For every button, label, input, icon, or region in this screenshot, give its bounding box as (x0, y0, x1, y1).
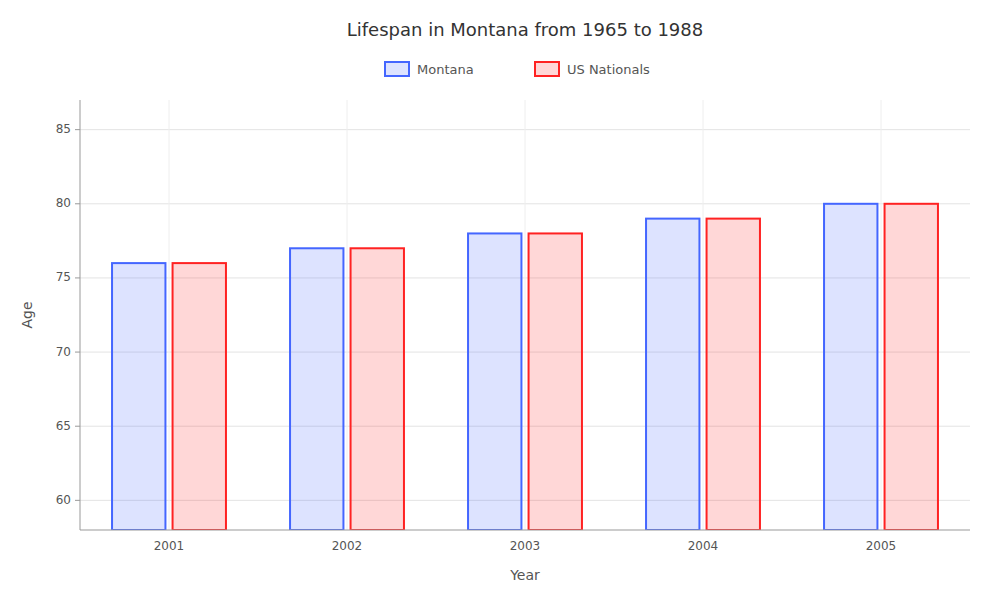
y-tick (75, 129, 80, 130)
legend: Montana US Nationals (385, 62, 650, 77)
bar (468, 233, 521, 530)
y-tick-label: 65 (56, 419, 71, 433)
x-tick-label: 2001 (154, 539, 185, 553)
grid-line-vertical (703, 100, 704, 530)
y-tick-label: 60 (56, 493, 71, 507)
y-tick (75, 500, 80, 501)
y-tick-label: 80 (56, 196, 71, 210)
y-tick-label: 75 (56, 270, 71, 284)
bar (885, 204, 938, 530)
x-tick-label: 2003 (510, 539, 541, 553)
chart-container: 60 65 70 75 80 85 2001 2002 2003 2004 2005 Year Age L… (0, 0, 1000, 600)
grid (80, 100, 970, 530)
x-axis-label: Year (509, 567, 540, 583)
x-tick-label: 2005 (866, 539, 897, 553)
grid-line-vertical (347, 100, 348, 530)
axes: 60 65 70 75 80 85 2001 2002 2003 2004 2005 (56, 100, 970, 553)
grid-line-vertical (881, 100, 882, 530)
legend-label: Montana (417, 62, 474, 77)
bar (529, 233, 582, 530)
y-tick (75, 203, 80, 204)
y-tick (75, 426, 80, 427)
y-tick-label: 85 (56, 122, 71, 136)
bar (824, 204, 877, 530)
y-axis-line (80, 100, 81, 530)
legend-label: US Nationals (567, 62, 650, 77)
bar (173, 263, 226, 530)
bar (112, 263, 165, 530)
y-tick (75, 277, 80, 278)
x-tick-label: 2004 (688, 539, 719, 553)
y-tick (75, 352, 80, 353)
bar (351, 248, 404, 530)
y-tick-label: 70 (56, 345, 71, 359)
legend-swatch (535, 62, 559, 76)
y-axis-label: Age (19, 301, 35, 328)
legend-swatch (385, 62, 409, 76)
bar (646, 219, 699, 530)
bar (290, 248, 343, 530)
bar (707, 219, 760, 530)
chart: 60 65 70 75 80 85 2001 2002 2003 2004 2005 Year Age L… (0, 0, 1000, 600)
grid-line-vertical (525, 100, 526, 530)
x-tick-label: 2002 (332, 539, 363, 553)
grid-line-vertical (169, 100, 170, 530)
title: Lifespan in Montana from 1965 to 1988 (347, 19, 703, 40)
bars (112, 204, 938, 530)
x-axis-line (80, 530, 970, 531)
